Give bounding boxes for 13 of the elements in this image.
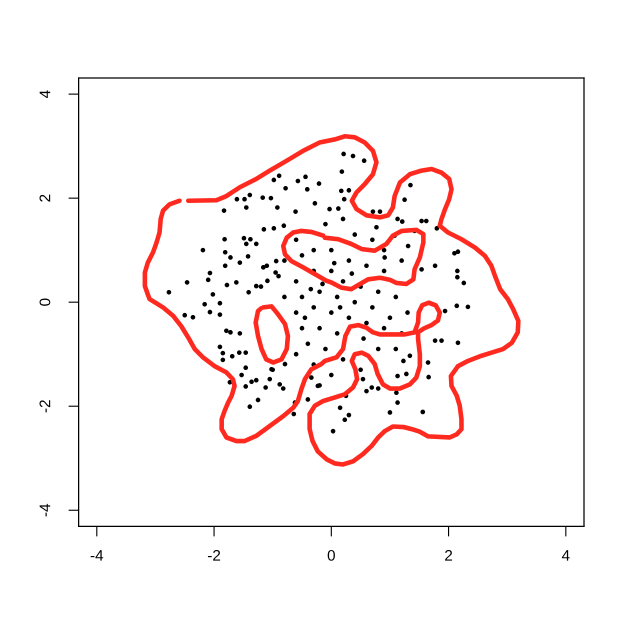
y-tick-label: -4	[40, 504, 50, 516]
y-tick-label: 0	[40, 298, 50, 306]
x-tick-label: -2	[208, 550, 220, 561]
line-series	[142, 134, 521, 467]
x-tick-label: 0	[328, 550, 335, 561]
line-series	[280, 228, 426, 292]
x-tick-label: 4	[562, 550, 570, 561]
y-tick-label: 2	[40, 194, 50, 202]
line-series	[253, 304, 290, 365]
x-tick-label: 2	[445, 550, 452, 561]
y-tick-label: -2	[40, 400, 50, 412]
x-tick-label: -4	[90, 550, 104, 561]
y-tick-label: 4	[40, 90, 50, 98]
